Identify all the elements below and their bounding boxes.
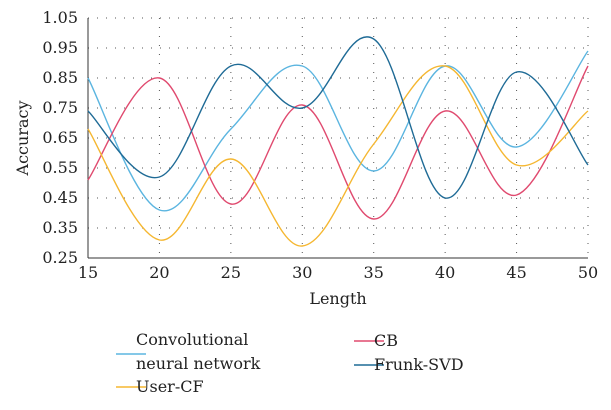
series-line-cb xyxy=(87,65,589,220)
x-tick-label: 30 xyxy=(292,263,312,282)
y-tick-label: 0.55 xyxy=(42,158,78,177)
legend-label: User-CF xyxy=(136,377,204,396)
y-tick-label: 0.45 xyxy=(42,188,78,207)
grid xyxy=(88,17,589,258)
y-tick-label: 0.95 xyxy=(42,38,78,57)
tick-labels: 15 20 25 30 35 40 45 50 0.25 0.35 0.45 0.55 0.65 0.75… xyxy=(42,8,598,282)
y-tick-label: 0.85 xyxy=(42,68,78,87)
x-tick-label: 35 xyxy=(364,263,384,282)
legend-label: Frunk-SVD xyxy=(374,355,464,374)
x-tick-label: 25 xyxy=(221,263,241,282)
legend-label: CB xyxy=(374,331,398,350)
legend-label: Convolutional xyxy=(136,330,248,349)
y-tick-label: 0.35 xyxy=(42,218,78,237)
series-line-user-cf xyxy=(87,65,589,247)
axes xyxy=(87,18,588,259)
legend-label: neural network xyxy=(136,354,261,373)
y-tick-label: 0.65 xyxy=(42,128,78,147)
series-lines xyxy=(87,36,589,247)
legend: Convolutional neural network CB User-CF Frun… xyxy=(116,330,464,396)
x-tick-label: 15 xyxy=(78,263,98,282)
x-tick-label: 20 xyxy=(149,263,169,282)
y-tick-label: 1.05 xyxy=(42,8,78,27)
x-tick-label: 45 xyxy=(506,263,526,282)
x-axis-title: Length xyxy=(309,289,366,308)
x-tick-label: 50 xyxy=(578,263,598,282)
y-tick-label: 0.75 xyxy=(42,98,78,117)
series-line-frunk-svd xyxy=(87,36,589,199)
series-line-convolutional-neural-network xyxy=(87,50,589,212)
y-tick-label: 0.25 xyxy=(42,248,78,267)
x-tick-label: 40 xyxy=(435,263,455,282)
y-axis-title: Accuracy xyxy=(13,101,32,177)
